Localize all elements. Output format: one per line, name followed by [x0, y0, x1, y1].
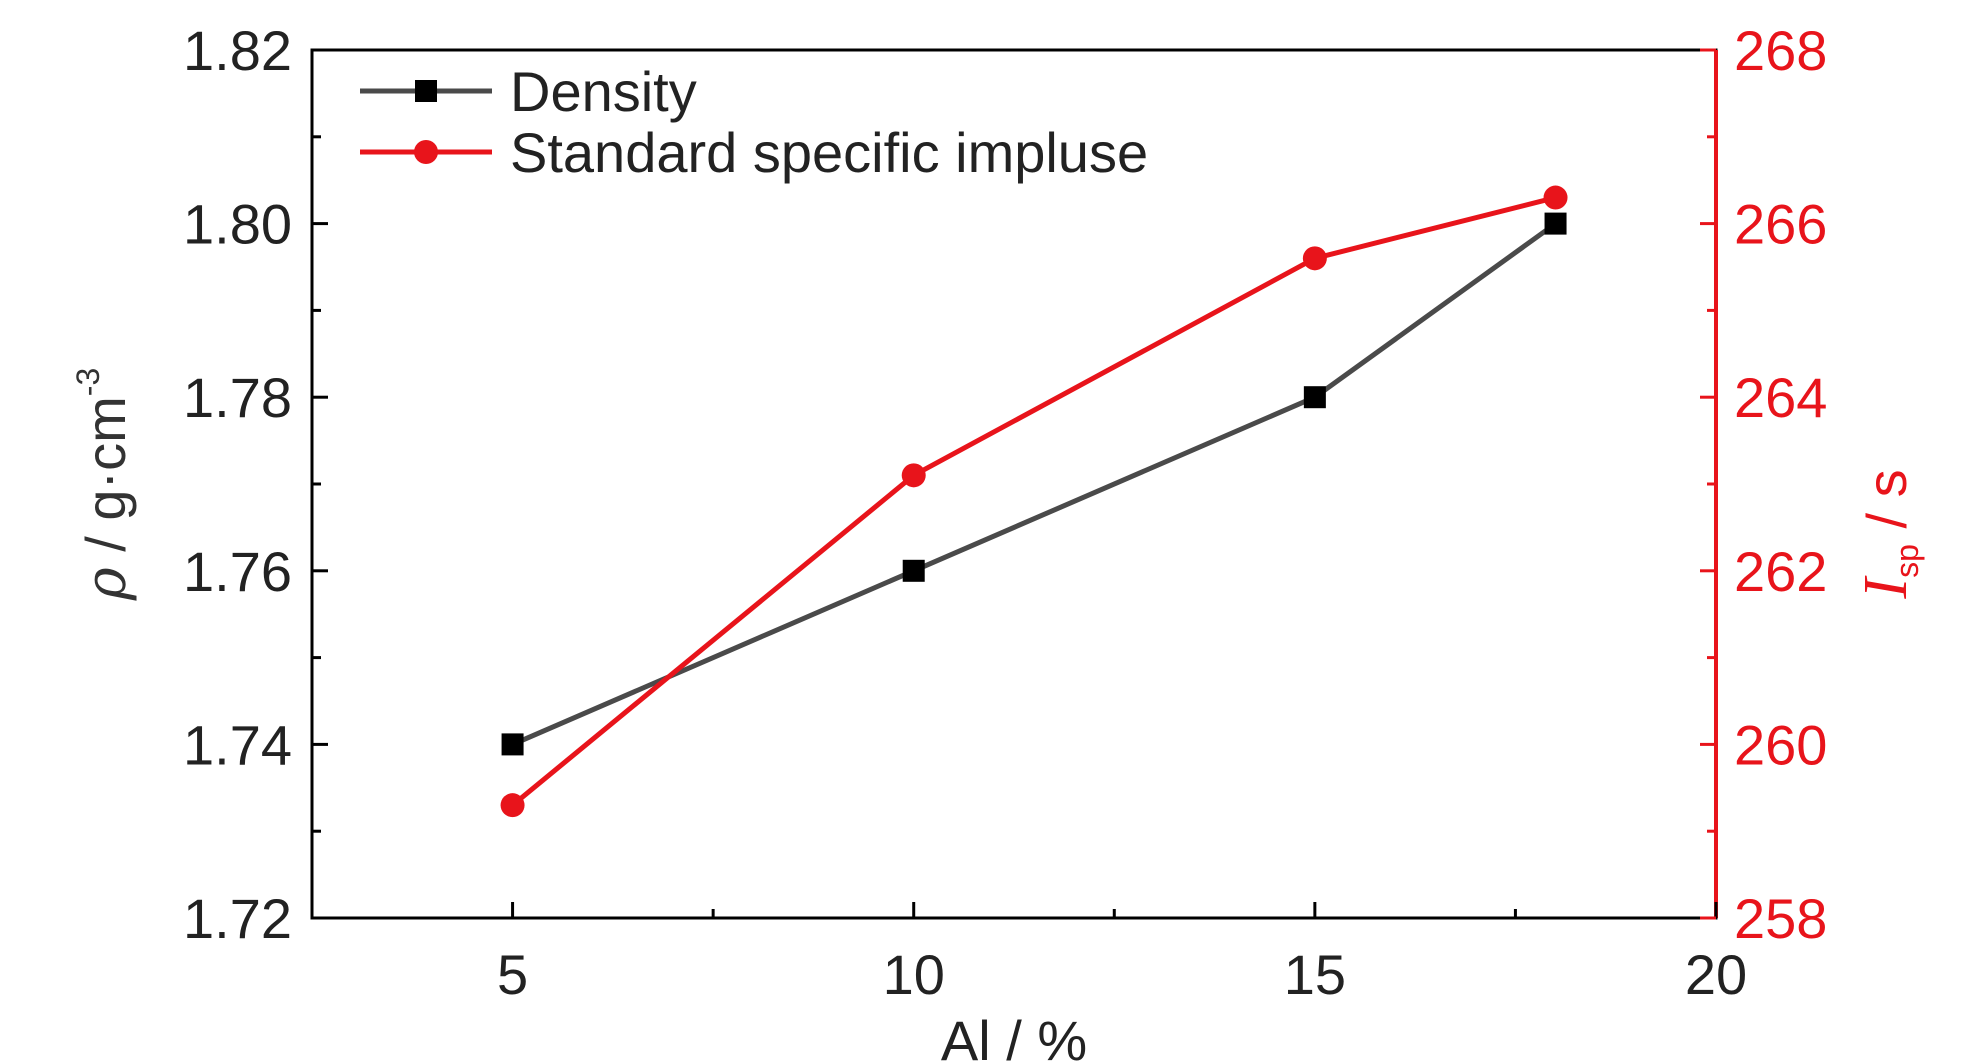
- left-y-axis-title-unit: / g·cm: [74, 396, 137, 567]
- x-tick-label: 5: [497, 943, 528, 1006]
- left-y-tick-label: 1.82: [183, 19, 292, 82]
- series-layer: [500, 185, 1568, 818]
- right-y-tick-label: 260: [1734, 713, 1827, 776]
- right-y-axis-ticks: 258 260 262 264 266 268: [1700, 19, 1827, 950]
- series-line-specific-impulse: [510, 195, 1557, 808]
- data-point-specific-impulse: [1543, 185, 1568, 210]
- left-y-axis-title-symbol: ρ: [74, 567, 139, 601]
- data-point-density: [902, 559, 925, 582]
- left-y-tick-label: 1.80: [183, 193, 292, 256]
- legend-label-density: Density: [510, 60, 697, 123]
- x-tick-label: 10: [883, 943, 945, 1006]
- left-y-axis-title: ρ / g·cm-3: [70, 368, 139, 602]
- data-point-specific-impulse: [901, 463, 926, 488]
- left-y-tick-label: 1.78: [183, 366, 292, 429]
- data-point-density: [1544, 212, 1567, 235]
- series-line-density: [511, 221, 1558, 747]
- right-y-axis-title-unit: / s: [1855, 469, 1918, 544]
- right-y-tick-label: 258: [1734, 887, 1827, 950]
- left-y-tick-label: 1.76: [183, 540, 292, 603]
- legend-marker-specific-impulse: [414, 140, 438, 164]
- legend-marker-density: [415, 80, 437, 102]
- right-y-axis-title: Isp / s: [1852, 469, 1925, 599]
- right-y-axis-title-symbol: I: [1852, 575, 1920, 600]
- data-point-density: [501, 733, 524, 756]
- right-y-tick-label: 264: [1734, 366, 1827, 429]
- data-point-specific-impulse: [500, 793, 525, 818]
- right-y-axis-title-subscript: sp: [1889, 544, 1925, 578]
- right-y-tick-label: 266: [1734, 193, 1827, 256]
- left-y-axis-title-superscript: -3: [70, 368, 106, 396]
- data-point-specific-impulse: [1302, 246, 1327, 271]
- legend: Density Standard specific impluse: [360, 60, 1148, 184]
- x-tick-label: 20: [1685, 943, 1747, 1006]
- x-tick-label: 15: [1284, 943, 1346, 1006]
- right-y-tick-label: 262: [1734, 540, 1827, 603]
- left-y-tick-label: 1.74: [183, 713, 292, 776]
- x-axis-title: Al / %: [941, 1009, 1087, 1063]
- x-axis-ticks: 5 10 15 20: [497, 902, 1747, 1006]
- legend-label-specific-impulse: Standard specific impluse: [510, 121, 1148, 184]
- data-point-density: [1303, 386, 1326, 409]
- right-y-tick-label: 268: [1734, 19, 1827, 82]
- left-y-axis-ticks: 1.72 1.74 1.76 1.78 1.80 1.82: [183, 19, 328, 950]
- left-y-tick-label: 1.72: [183, 887, 292, 950]
